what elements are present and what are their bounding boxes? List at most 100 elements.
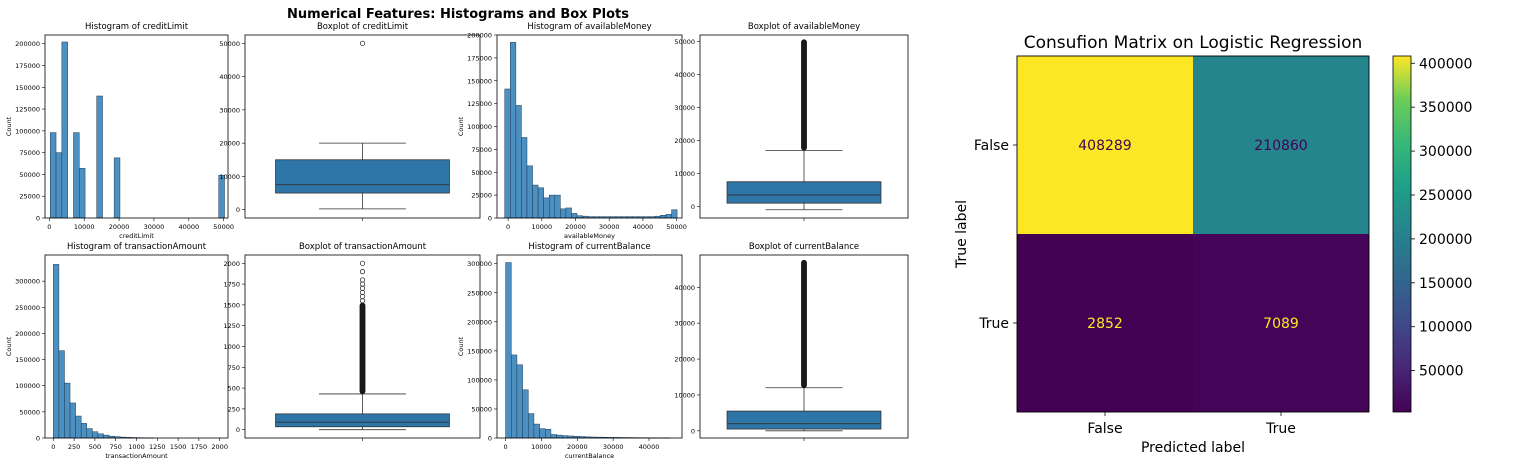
box-iqr: [726, 410, 882, 430]
histogram-bar: [58, 350, 65, 439]
histogram-bar: [528, 413, 535, 439]
x-axis-label-2: availableMoney: [564, 232, 615, 240]
histogram-bar: [53, 264, 60, 439]
y-tick-label-1-4: 40000: [219, 73, 240, 81]
panel-title-4: Histogram of transactionAmount: [67, 242, 207, 252]
colorbar-tick-label-1: 100000: [1419, 320, 1472, 336]
outlier-band: [359, 302, 366, 395]
x-tick-label-2-4: 40000: [633, 223, 654, 231]
x-tick-label-4-7: 1750: [191, 443, 208, 451]
y-tick-label-0-8: 200000: [15, 40, 40, 48]
heatmap-y-label: True label: [954, 200, 970, 269]
y-tick-label-6-6: 300000: [467, 260, 492, 268]
y-tick-label-4-0: 0: [36, 435, 40, 443]
heatmap-cell: [1017, 56, 1193, 234]
panel-frame: [699, 254, 909, 439]
panel-title-5: Boxplot of transactionAmount: [299, 242, 427, 252]
y-tick-label-4-1: 50000: [19, 408, 40, 416]
histogram-bar: [516, 364, 523, 439]
y-tick-label-4-6: 300000: [15, 278, 40, 286]
box-iqr: [275, 159, 450, 194]
heatmap-frame: [1016, 55, 1370, 413]
histogram-bar: [96, 95, 103, 219]
colorbar-tick-label-0: 50000: [1419, 364, 1464, 380]
y-tick-label-5-5: 1250: [223, 322, 240, 330]
histogram-bar: [79, 168, 86, 219]
histogram-bar: [73, 132, 80, 219]
y-axis-label-2: Count: [457, 116, 465, 136]
y-tick-label-2-0: 0: [488, 215, 492, 223]
histogram-bar: [545, 429, 552, 439]
heatmap-cell: [1193, 234, 1369, 412]
y-tick-label-1-0: 0: [236, 206, 240, 214]
heatmap-cell-value-1-1: 7089: [1263, 316, 1299, 332]
y-tick-label-6-3: 150000: [467, 347, 492, 355]
y-tick-label-4-3: 150000: [15, 356, 40, 364]
y-tick-label-0-3: 75000: [19, 149, 40, 157]
x-tick-label-4-1: 250: [68, 443, 80, 451]
heatmap-y-tick-1: True: [978, 316, 1009, 332]
box-iqr: [726, 181, 882, 204]
y-tick-label-2-1: 25000: [471, 192, 492, 200]
x-tick-label-2-2: 20000: [565, 223, 586, 231]
y-tick-label-0-7: 175000: [15, 62, 40, 70]
histogram-bar: [660, 215, 667, 219]
y-tick-label-2-7: 175000: [467, 54, 492, 62]
y-tick-label-0-2: 50000: [19, 171, 40, 179]
x-tick-label-4-0: 0: [51, 443, 55, 451]
panel-2: 0 10000 20000 30000 40000 50000 availableMoney…: [457, 22, 687, 240]
y-tick-label-3-4: 40000: [674, 71, 695, 79]
colorbar: [1392, 55, 1412, 413]
heatmap-x-label: Predicted label: [1141, 440, 1245, 456]
panel-frame: [44, 254, 229, 439]
x-axis-label-6: currentBalance: [565, 452, 614, 460]
panel-frame: [244, 254, 481, 439]
y-tick-label-3-0: 0: [691, 203, 695, 211]
panel-title-0: Histogram of creditLimit: [85, 22, 189, 32]
x-tick-label-2-1: 10000: [531, 223, 552, 231]
y-tick-label-3-1: 10000: [674, 170, 695, 178]
panel-title-1: Boxplot of creditLimit: [317, 22, 409, 32]
colorbar-tick-label-5: 300000: [1419, 144, 1472, 160]
x-tick-label-2-0: 0: [506, 223, 510, 231]
histogram-bar: [665, 214, 672, 219]
x-tick-label-6-1: 10000: [531, 443, 552, 451]
histogram-bar: [61, 41, 68, 219]
histogram-bar: [92, 431, 99, 439]
outlier-point: [359, 293, 366, 300]
panel-frame: [244, 34, 481, 219]
panel-title-3: Boxplot of availableMoney: [748, 22, 860, 32]
y-tick-label-3-2: 20000: [674, 137, 695, 145]
x-tick-label-2-3: 30000: [599, 223, 620, 231]
outlier-point: [359, 277, 366, 283]
y-tick-label-7-3: 30000: [674, 320, 695, 328]
histogram-bar: [86, 428, 93, 439]
x-tick-label-4-3: 750: [109, 443, 121, 451]
x-axis-label-4: transactionAmount: [105, 452, 168, 460]
y-tick-label-2-8: 200000: [467, 32, 492, 40]
outlier-point: [359, 260, 366, 266]
heatmap-title: Consufion Matrix on Logistic Regression: [1024, 33, 1363, 53]
heatmap-cell-value-0-1: 210860: [1254, 138, 1307, 154]
panel-title-6: Histogram of currentBalance: [528, 242, 650, 252]
y-tick-label-1-3: 30000: [219, 106, 240, 114]
x-tick-label-6-2: 20000: [567, 443, 588, 451]
y-tick-label-2-5: 125000: [467, 100, 492, 108]
panel-7: 0 10000 20000 30000 40000 Boxplot of currentB…: [674, 242, 909, 441]
colorbar-tick-label-7: 400000: [1419, 56, 1472, 72]
y-tick-label-5-6: 1500: [223, 301, 240, 309]
y-tick-label-0-0: 0: [36, 215, 40, 223]
y-tick-label-6-2: 100000: [467, 376, 492, 384]
histogram-bar: [49, 132, 57, 219]
histogram-bar: [556, 434, 563, 439]
histogram-bar: [571, 213, 578, 219]
y-axis-label-6: Count: [457, 336, 465, 356]
heatmap-cell-value-0-0: 408289: [1078, 138, 1131, 154]
y-tick-label-7-2: 20000: [674, 356, 695, 364]
x-tick-label-0-1: 10000: [74, 223, 95, 231]
histogram-bar: [543, 197, 550, 219]
y-tick-label-3-5: 50000: [674, 38, 695, 46]
y-tick-label-2-3: 75000: [471, 146, 492, 154]
histogram-bar: [554, 194, 561, 219]
x-tick-label-6-3: 30000: [603, 443, 624, 451]
